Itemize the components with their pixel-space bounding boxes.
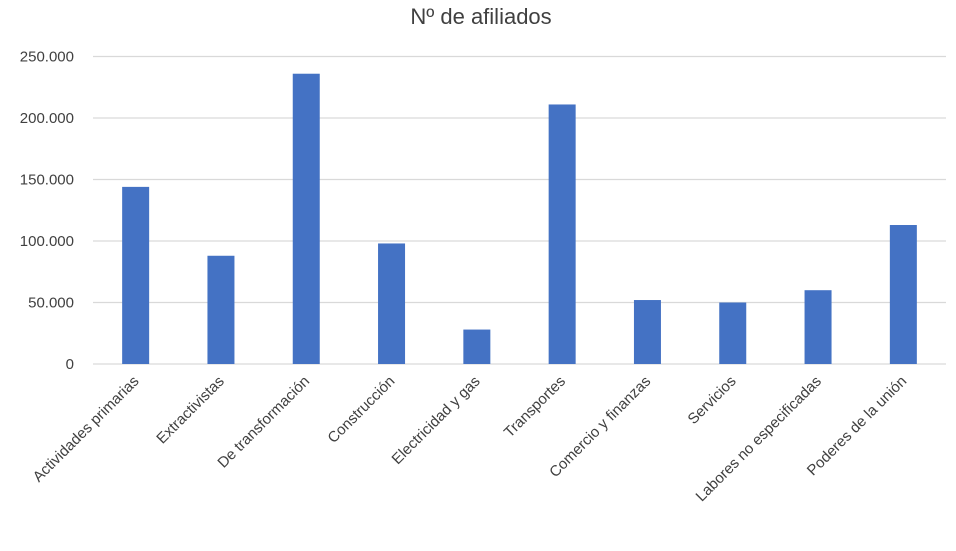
y-tick-label: 50.000 — [28, 295, 74, 312]
bar — [292, 73, 320, 364]
y-tick-label: 200.000 — [20, 110, 74, 127]
x-tick-label: Electricidad y gas — [389, 373, 484, 468]
x-tick-label: Servicios — [685, 373, 740, 428]
bar — [463, 329, 491, 364]
bar — [719, 302, 747, 364]
x-tick-label: Construcción — [324, 373, 398, 447]
bar — [207, 255, 235, 364]
bar — [548, 104, 576, 364]
y-tick-label: 150.000 — [20, 172, 74, 189]
bar — [378, 243, 406, 364]
x-tick-label: Transportes — [501, 373, 569, 441]
x-tick-label: Actividades primarias — [30, 373, 143, 486]
y-tick-label: 0 — [66, 356, 74, 373]
bar — [889, 225, 917, 364]
bar — [804, 290, 832, 364]
bar — [122, 186, 150, 364]
x-tick-label: De transformación — [214, 373, 313, 472]
bar — [633, 300, 661, 364]
y-tick-label: 250.000 — [20, 49, 74, 66]
y-tick-label: 100.000 — [20, 233, 74, 250]
chart-title: Nº de afiliados — [410, 4, 551, 29]
x-tick-label: Extractivistas — [153, 373, 228, 448]
